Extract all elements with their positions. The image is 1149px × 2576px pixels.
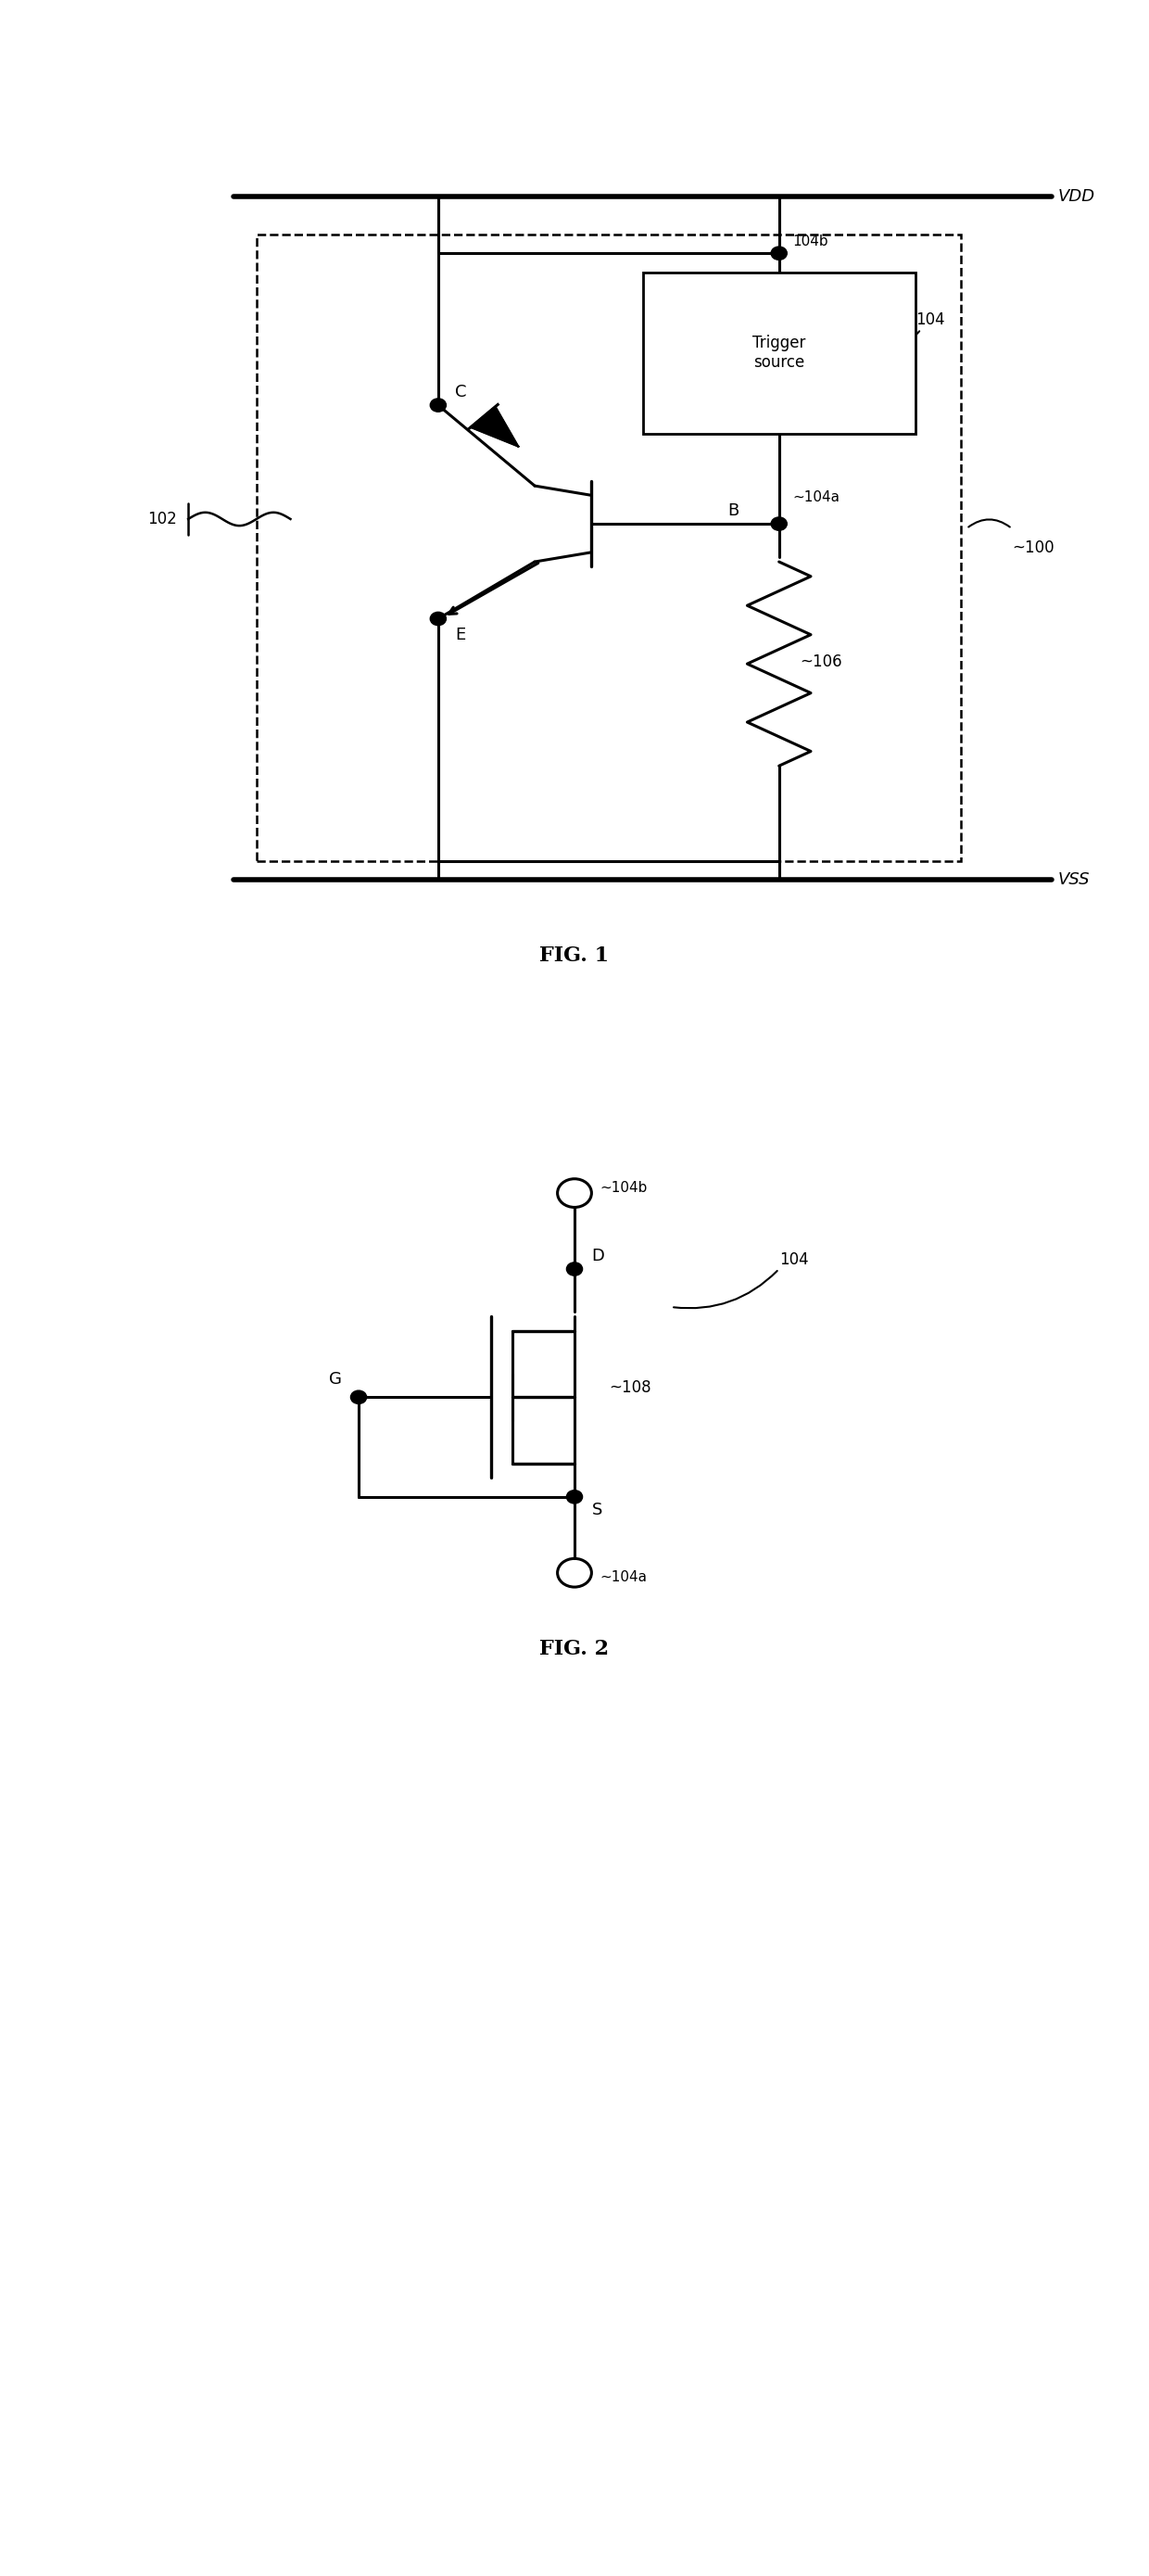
Text: VDD: VDD [1057, 188, 1095, 204]
Bar [642, 273, 916, 433]
Text: C: C [455, 384, 466, 399]
Text: ~104a: ~104a [600, 1571, 647, 1584]
Circle shape [430, 613, 446, 626]
Text: 104b: 104b [793, 234, 828, 247]
Text: 104: 104 [779, 1252, 808, 1267]
Text: FIG. 1: FIG. 1 [540, 945, 609, 966]
Text: 104: 104 [916, 312, 944, 327]
Circle shape [566, 1489, 583, 1504]
Text: B: B [727, 502, 739, 518]
Text: 102: 102 [147, 510, 177, 528]
Text: ~100: ~100 [1012, 538, 1054, 556]
Text: S: S [592, 1502, 602, 1517]
Text: VSS: VSS [1057, 871, 1089, 889]
Text: ~104a: ~104a [793, 489, 840, 505]
Circle shape [771, 247, 787, 260]
Text: ~108: ~108 [609, 1378, 650, 1396]
Polygon shape [471, 407, 518, 446]
Circle shape [430, 399, 446, 412]
Text: FIG. 2: FIG. 2 [540, 1638, 609, 1659]
Circle shape [350, 1391, 367, 1404]
Circle shape [771, 518, 787, 531]
Text: ~104b: ~104b [600, 1182, 647, 1195]
Circle shape [566, 1262, 583, 1275]
Text: G: G [329, 1370, 341, 1388]
Text: E: E [455, 626, 465, 644]
Text: Trigger
source: Trigger source [753, 335, 805, 371]
Bar [256, 234, 961, 860]
Text: D: D [592, 1247, 604, 1265]
Text: ~106: ~106 [800, 654, 842, 670]
